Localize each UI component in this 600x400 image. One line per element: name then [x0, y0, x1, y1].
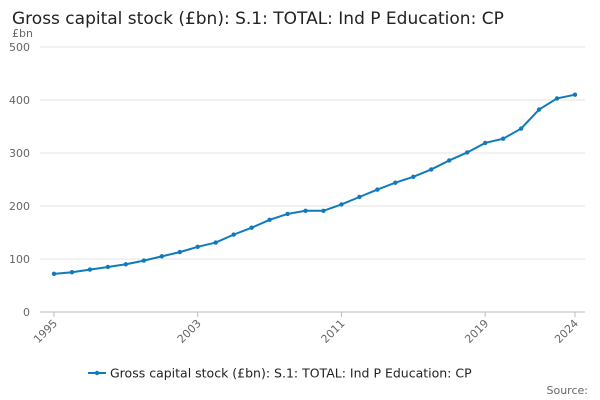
point [69, 270, 75, 275]
point [141, 258, 147, 263]
y-tick-label: 400 [9, 94, 30, 107]
point [554, 96, 560, 101]
x-tick-label: 2003 [175, 317, 204, 346]
x-tick-label: 2011 [319, 317, 348, 346]
point [267, 217, 272, 222]
point [303, 208, 308, 213]
point [447, 158, 452, 163]
line [53, 93, 576, 275]
point [482, 140, 488, 146]
x-tick-label: 2024 [552, 317, 581, 346]
y-tick-label: 200 [9, 200, 30, 213]
point [500, 136, 506, 141]
y-tick-label: 0 [23, 306, 30, 319]
y-tick-label: 100 [9, 253, 30, 266]
point [411, 174, 416, 180]
x-tick-label: 2019 [462, 317, 491, 346]
point [177, 249, 182, 255]
point [429, 167, 434, 172]
point [213, 240, 218, 245]
point [195, 244, 200, 250]
legend-swatch-dot [94, 370, 100, 376]
point [357, 194, 362, 200]
legend-label: Gross capital stock (£bn): S.1: TOTAL: I… [110, 366, 472, 381]
point [249, 225, 254, 230]
point [518, 126, 524, 131]
point [231, 232, 236, 237]
point [105, 264, 111, 270]
point [285, 211, 290, 217]
y-tick-label: 300 [9, 147, 30, 160]
point [321, 208, 326, 213]
point [393, 180, 398, 185]
x-tick-label: 1995 [31, 317, 60, 346]
point [51, 271, 57, 277]
chart-title: Gross capital stock (£bn): S.1: TOTAL: I… [12, 9, 504, 29]
source: Source: [547, 384, 589, 397]
point [123, 262, 129, 267]
point [339, 202, 344, 207]
point [465, 150, 470, 155]
point [572, 92, 578, 97]
point [87, 267, 93, 272]
point [375, 187, 380, 192]
y-unit: £bn [12, 27, 33, 40]
point [159, 254, 164, 259]
point [536, 107, 542, 112]
y-tick-label: 500 [9, 41, 30, 54]
